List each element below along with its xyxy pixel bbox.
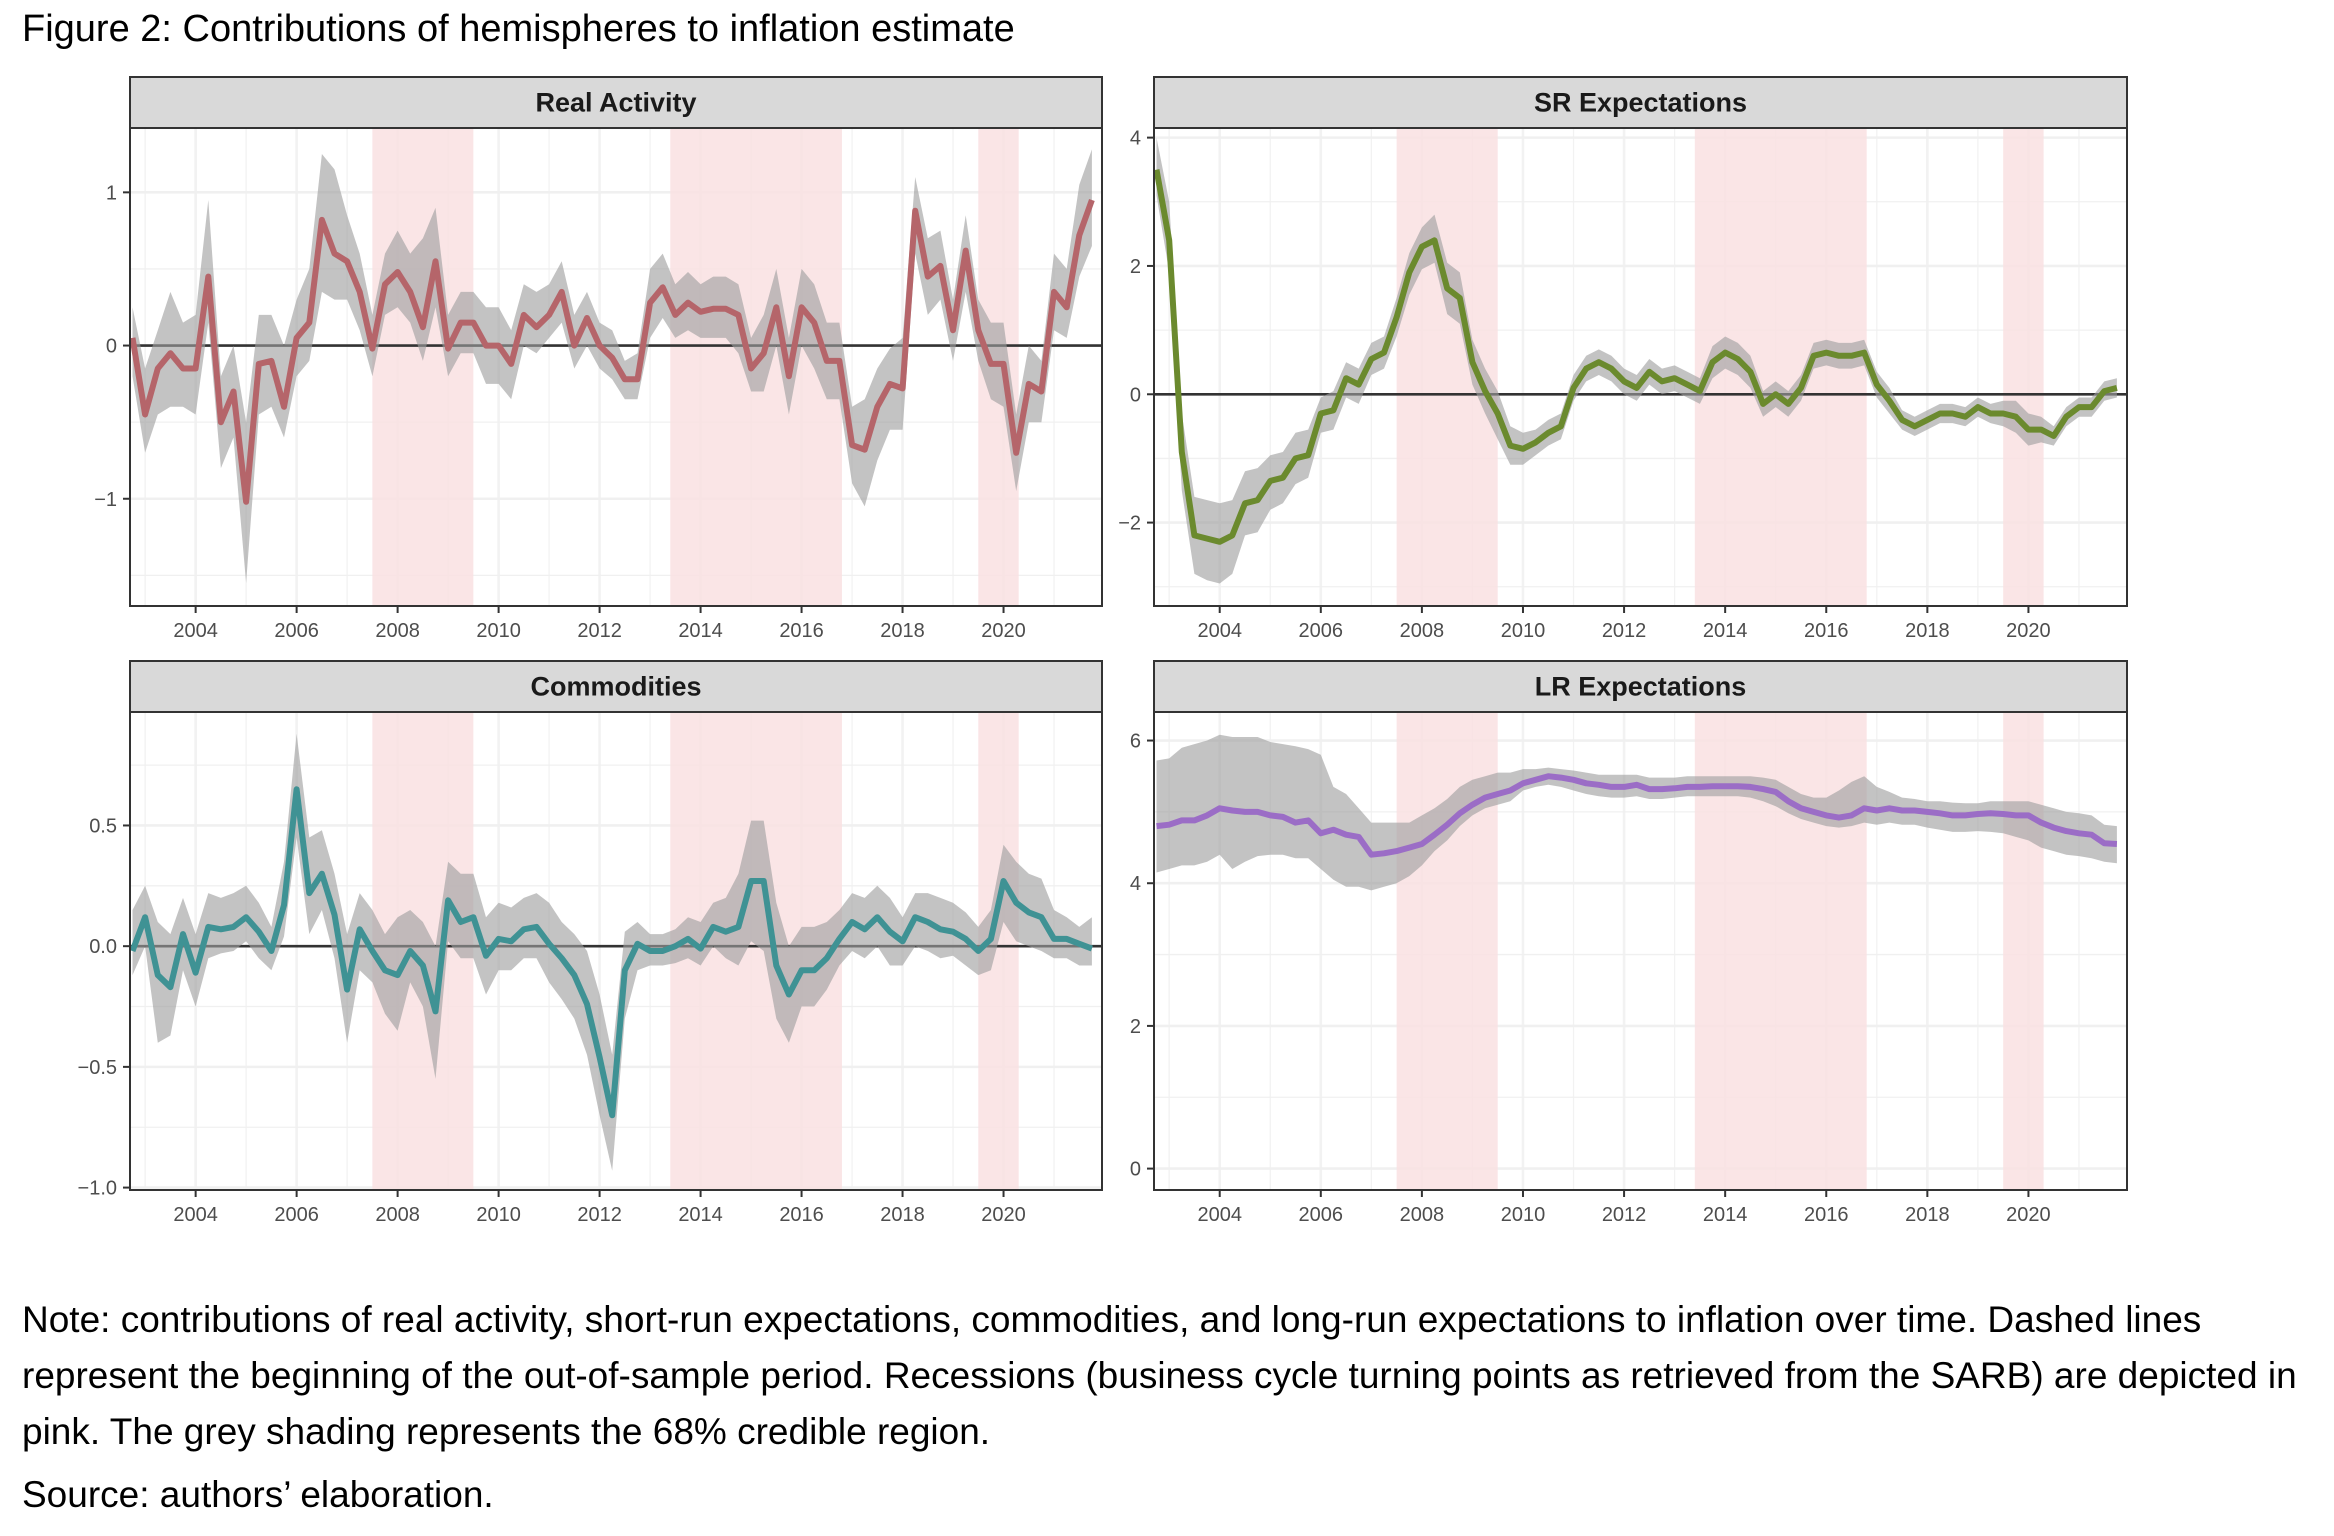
credible-band [1156,137,2117,584]
x-tick-label: 2014 [1703,1204,1748,1226]
panel-strip [1153,76,2128,129]
panel-title: Real Activity [535,88,696,118]
x-tick-label: 2010 [476,1204,521,1226]
y-tick-label: −2 [1118,513,1141,535]
y-tick-label: −1.0 [78,1178,117,1200]
x-tick-label: 2008 [375,620,420,642]
plot-area [1154,128,2127,606]
series-line [130,198,1095,505]
x-tick-label: 2018 [1905,620,1950,642]
x-tick-label: 2012 [1602,1204,1647,1226]
panel-strip [129,76,1103,129]
x-tick-label: 2016 [1804,1204,1849,1226]
x-tick-label: 2004 [173,1204,218,1226]
figure-title: Figure 2: Contributions of hemispheres t… [22,8,1015,50]
y-tick-label: 4 [1130,873,1141,895]
x-tick-label: 2018 [880,620,925,642]
series-line [130,786,1093,1119]
x-tick-label: 2008 [375,1204,420,1226]
y-tick-label: −0.5 [78,1057,117,1079]
credible-band [132,149,1092,583]
panel-title: LR Expectations [1535,672,1747,702]
y-tick-label: 0.0 [89,936,117,958]
x-tick-label: 2020 [2006,620,2051,642]
x-tick-label: 2008 [1400,1204,1445,1226]
x-tick-label: 2008 [1400,620,1445,642]
x-tick-label: 2020 [2006,1204,2051,1226]
y-tick-label: −1 [94,489,117,511]
y-tick-label: 6 [1130,731,1141,753]
panel-sr-expectations: SR Expectations 2004 2006 2008 2010 2012 2014 2… [1118,76,2128,642]
x-tick-label: 2016 [779,620,824,642]
panel-real-activity: Real Activity 2004 2006 2008 2010 2012 2014 201… [94,76,1103,642]
y-tick-label: 1 [106,182,117,204]
x-tick-label: 2016 [1804,620,1849,642]
x-tick-label: 2004 [173,620,218,642]
x-tick-label: 2006 [274,620,319,642]
x-tick-label: 2014 [1703,620,1748,642]
panel-title: SR Expectations [1534,88,1747,118]
y-tick-label: 0.5 [89,815,117,837]
figure-source: Source: authors’ elaboration. [22,1474,494,1515]
x-tick-label: 2012 [577,1204,622,1226]
panel-strip [129,660,1103,713]
x-tick-label: 2004 [1197,1204,1242,1226]
plot-area [130,712,1102,1190]
series-line [1154,169,2118,545]
x-tick-label: 2004 [1197,620,1242,642]
x-tick-label: 2018 [880,1204,925,1226]
y-tick-label: 0 [106,336,117,358]
x-tick-label: 2014 [678,1204,723,1226]
panel-border [1153,127,2128,607]
panel-commodities: Commodities 2004 2006 2008 2010 2012 2014 2016 2… [78,660,1103,1226]
panel-strip [1153,660,2128,713]
plot-area [1154,712,2127,1190]
y-tick-label: 2 [1130,1016,1141,1038]
panel-border [129,711,1103,1191]
plot-area [130,128,1102,606]
x-tick-label: 2012 [577,620,622,642]
x-tick-label: 2006 [1299,1204,1344,1226]
y-tick-label: 4 [1130,128,1141,150]
y-tick-label: 0 [1130,1159,1141,1181]
x-tick-label: 2012 [1602,620,1647,642]
x-tick-label: 2010 [476,620,521,642]
figure-note: Note: contributions of real activity, sh… [22,1299,2297,1452]
panel-title: Commodities [530,672,701,702]
x-tick-label: 2020 [981,1204,1026,1226]
x-tick-label: 2010 [1501,620,1546,642]
y-tick-label: 2 [1130,256,1141,278]
series-line [1156,773,2118,858]
panel-border [1153,711,2128,1191]
y-tick-label: 0 [1130,384,1141,406]
x-tick-label: 2006 [274,1204,319,1226]
recession-band [2003,128,2044,606]
panel-border [129,127,1103,607]
x-tick-label: 2014 [678,620,723,642]
x-tick-label: 2006 [1299,620,1344,642]
x-tick-label: 2016 [779,1204,824,1226]
panel-lr-expectations: LR Expectations 2004 2006 2008 2010 2012 2014 2… [1130,660,2128,1226]
x-tick-label: 2018 [1905,1204,1950,1226]
recession-band [372,128,474,606]
x-tick-label: 2010 [1501,1204,1546,1226]
x-tick-label: 2020 [981,620,1026,642]
recession-band [2003,712,2044,1190]
